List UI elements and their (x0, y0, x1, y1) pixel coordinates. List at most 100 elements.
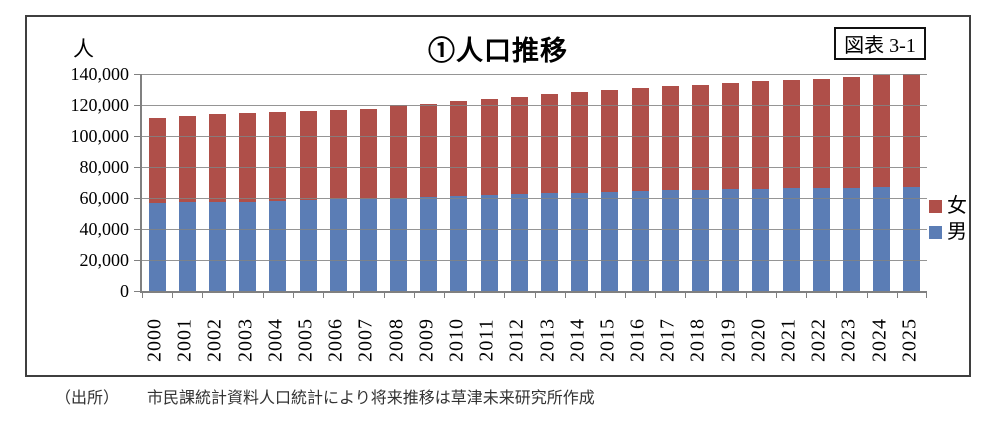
bar-segment-male (480, 195, 498, 291)
bar-2006 (323, 74, 353, 291)
x-axis-tick (836, 291, 838, 298)
x-label-cell: 2007 (351, 301, 381, 379)
bar-stack (420, 104, 438, 291)
x-tick-label: 2014 (566, 318, 589, 362)
bar-stack (208, 114, 226, 291)
y-axis-tick (134, 260, 140, 261)
bar-stack (782, 79, 800, 291)
bar-segment-female (812, 79, 830, 189)
bar-2025 (897, 74, 927, 291)
x-label-cell: 2001 (170, 301, 200, 379)
x-label-cell: 2004 (261, 301, 291, 379)
x-axis-tick (594, 291, 596, 298)
bar-segment-male (812, 188, 830, 291)
x-axis-tick (232, 291, 234, 298)
bar-2023 (836, 74, 866, 291)
bar-segment-male (450, 196, 468, 291)
bar-segment-female (631, 87, 649, 192)
x-label-cell: 2003 (231, 301, 261, 379)
x-axis-tick (866, 291, 868, 298)
bar-segment-female (420, 104, 438, 197)
bar-2015 (595, 74, 625, 291)
bar-segment-male (842, 187, 860, 291)
bar-2024 (867, 74, 897, 291)
bar-stack (873, 74, 891, 291)
bar-segment-male (208, 202, 226, 291)
chart-frame: ①人口推移 図表 3-1 人 140,000 120,000 100,000 80,0… (25, 15, 971, 377)
bar-2005 (293, 74, 323, 291)
bar-segment-female (329, 110, 347, 200)
y-axis-tick (134, 198, 140, 199)
y-tick-label: 40,000 (79, 219, 130, 239)
bar-stack (359, 108, 377, 291)
x-axis-tick (564, 291, 566, 298)
bar-segment-female (601, 90, 619, 192)
x-label-cell: 2008 (382, 301, 412, 379)
chart-title: ①人口推移 (428, 36, 568, 66)
bar-segment-male (510, 193, 528, 291)
legend: 女男 (929, 196, 967, 242)
x-axis-tick (413, 291, 415, 298)
x-axis-tick (202, 291, 204, 298)
bar-2020 (746, 74, 776, 291)
x-axis-tick (292, 291, 294, 298)
bar-stack (752, 81, 770, 291)
x-label-cell: 2010 (442, 301, 472, 379)
x-tick-label: 2002 (203, 318, 226, 362)
x-axis-tick (745, 291, 747, 298)
bar-stack (571, 91, 589, 291)
x-axis-tick (383, 291, 385, 298)
bar-2008 (384, 74, 414, 291)
bar-stack (541, 94, 559, 291)
x-axis-tick (655, 291, 657, 298)
bar-stack (510, 96, 528, 291)
bar-segment-female (208, 114, 226, 203)
x-axis-tick (715, 291, 717, 298)
bar-2007 (353, 74, 383, 291)
bar-segment-female (178, 115, 196, 203)
bar-segment-male (178, 202, 196, 291)
bar-segment-female (873, 74, 891, 187)
bar-segment-female (571, 91, 589, 193)
x-tick-label: 2012 (505, 318, 528, 362)
bar-segment-female (359, 108, 377, 199)
bar-segment-male (571, 192, 589, 291)
x-label-cell: 2019 (714, 301, 744, 379)
x-axis-tick (896, 291, 898, 298)
bar-segment-male (420, 196, 438, 291)
bar-2016 (625, 74, 655, 291)
x-tick-label: 2008 (385, 318, 408, 362)
x-tick-label: 2018 (686, 318, 709, 362)
x-tick-label: 2004 (264, 318, 287, 362)
x-axis-tick (534, 291, 536, 298)
bar-segment-female (903, 74, 921, 187)
x-label-cell: 2014 (563, 301, 593, 379)
bar-segment-male (148, 202, 166, 291)
y-tick-label: 80,000 (79, 157, 130, 177)
x-tick-label: 2016 (626, 318, 649, 362)
bar-segment-female (299, 111, 317, 201)
bar-2022 (806, 74, 836, 291)
bar-stack (329, 110, 347, 291)
y-tick-label: 100,000 (70, 126, 130, 146)
x-tick-label: 2020 (747, 318, 770, 362)
x-axis-tick (776, 291, 778, 298)
x-tick-label: 2015 (596, 318, 619, 362)
source-prefix: （出所） (55, 390, 120, 407)
x-tick-label: 2023 (837, 318, 860, 362)
legend-label: 男 (947, 221, 967, 243)
x-tick-label: 2001 (173, 318, 196, 362)
x-axis-tick (142, 291, 143, 298)
x-tick-label: 2003 (234, 318, 257, 362)
bar-stack (601, 90, 619, 291)
x-tick-label: 2025 (898, 318, 921, 362)
bar-stack (631, 87, 649, 291)
bar-2009 (414, 74, 444, 291)
y-axis-tick (134, 167, 140, 168)
bar-segment-male (269, 201, 287, 291)
bar-segment-female (541, 94, 559, 194)
bar-segment-male (661, 190, 679, 291)
x-axis-tick (323, 291, 325, 298)
bar-2000 (142, 74, 172, 291)
